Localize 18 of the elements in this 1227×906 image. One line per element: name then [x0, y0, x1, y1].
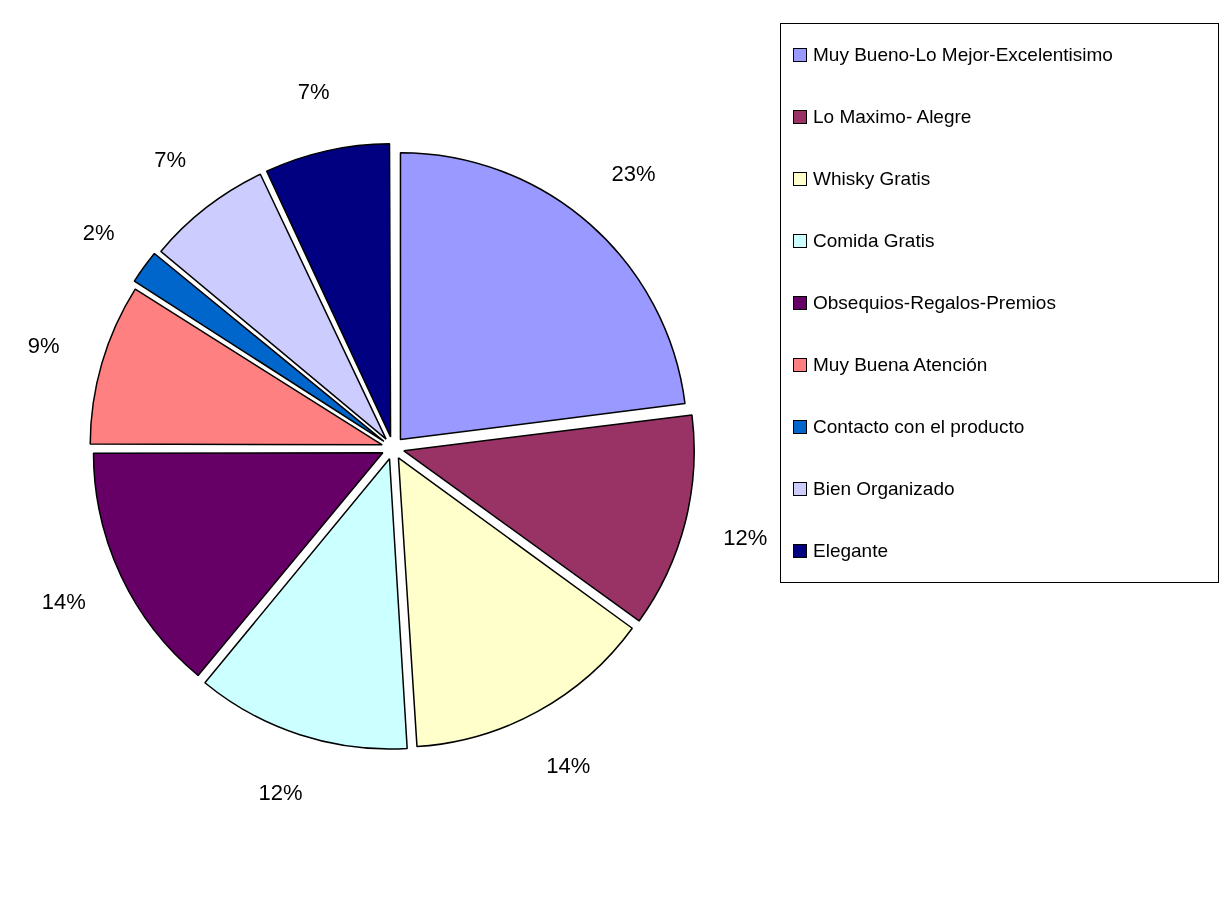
legend-label: Comida Gratis: [813, 230, 935, 252]
legend-label: Muy Buena Atención: [813, 354, 988, 376]
legend-label: Whisky Gratis: [813, 168, 931, 190]
data-label: 23%: [611, 161, 656, 187]
legend-label: Muy Bueno-Lo Mejor-Excelentisimo: [813, 44, 1113, 66]
data-label: 7%: [297, 79, 330, 105]
data-label: 12%: [258, 780, 303, 806]
legend-label: Elegante: [813, 540, 889, 562]
legend-label: Contacto con el producto: [813, 416, 1025, 438]
data-label: 9%: [27, 332, 60, 358]
data-label: 2%: [82, 220, 115, 246]
data-label: 12%: [723, 524, 768, 550]
legend-label: Bien Organizado: [813, 478, 955, 500]
legend-label: Obsequios-Regalos-Premios: [813, 292, 1056, 314]
data-label: 14%: [41, 588, 86, 614]
data-label: 14%: [546, 752, 591, 778]
legend-label: Lo Maximo- Alegre: [813, 106, 972, 128]
data-label: 7%: [154, 146, 186, 172]
